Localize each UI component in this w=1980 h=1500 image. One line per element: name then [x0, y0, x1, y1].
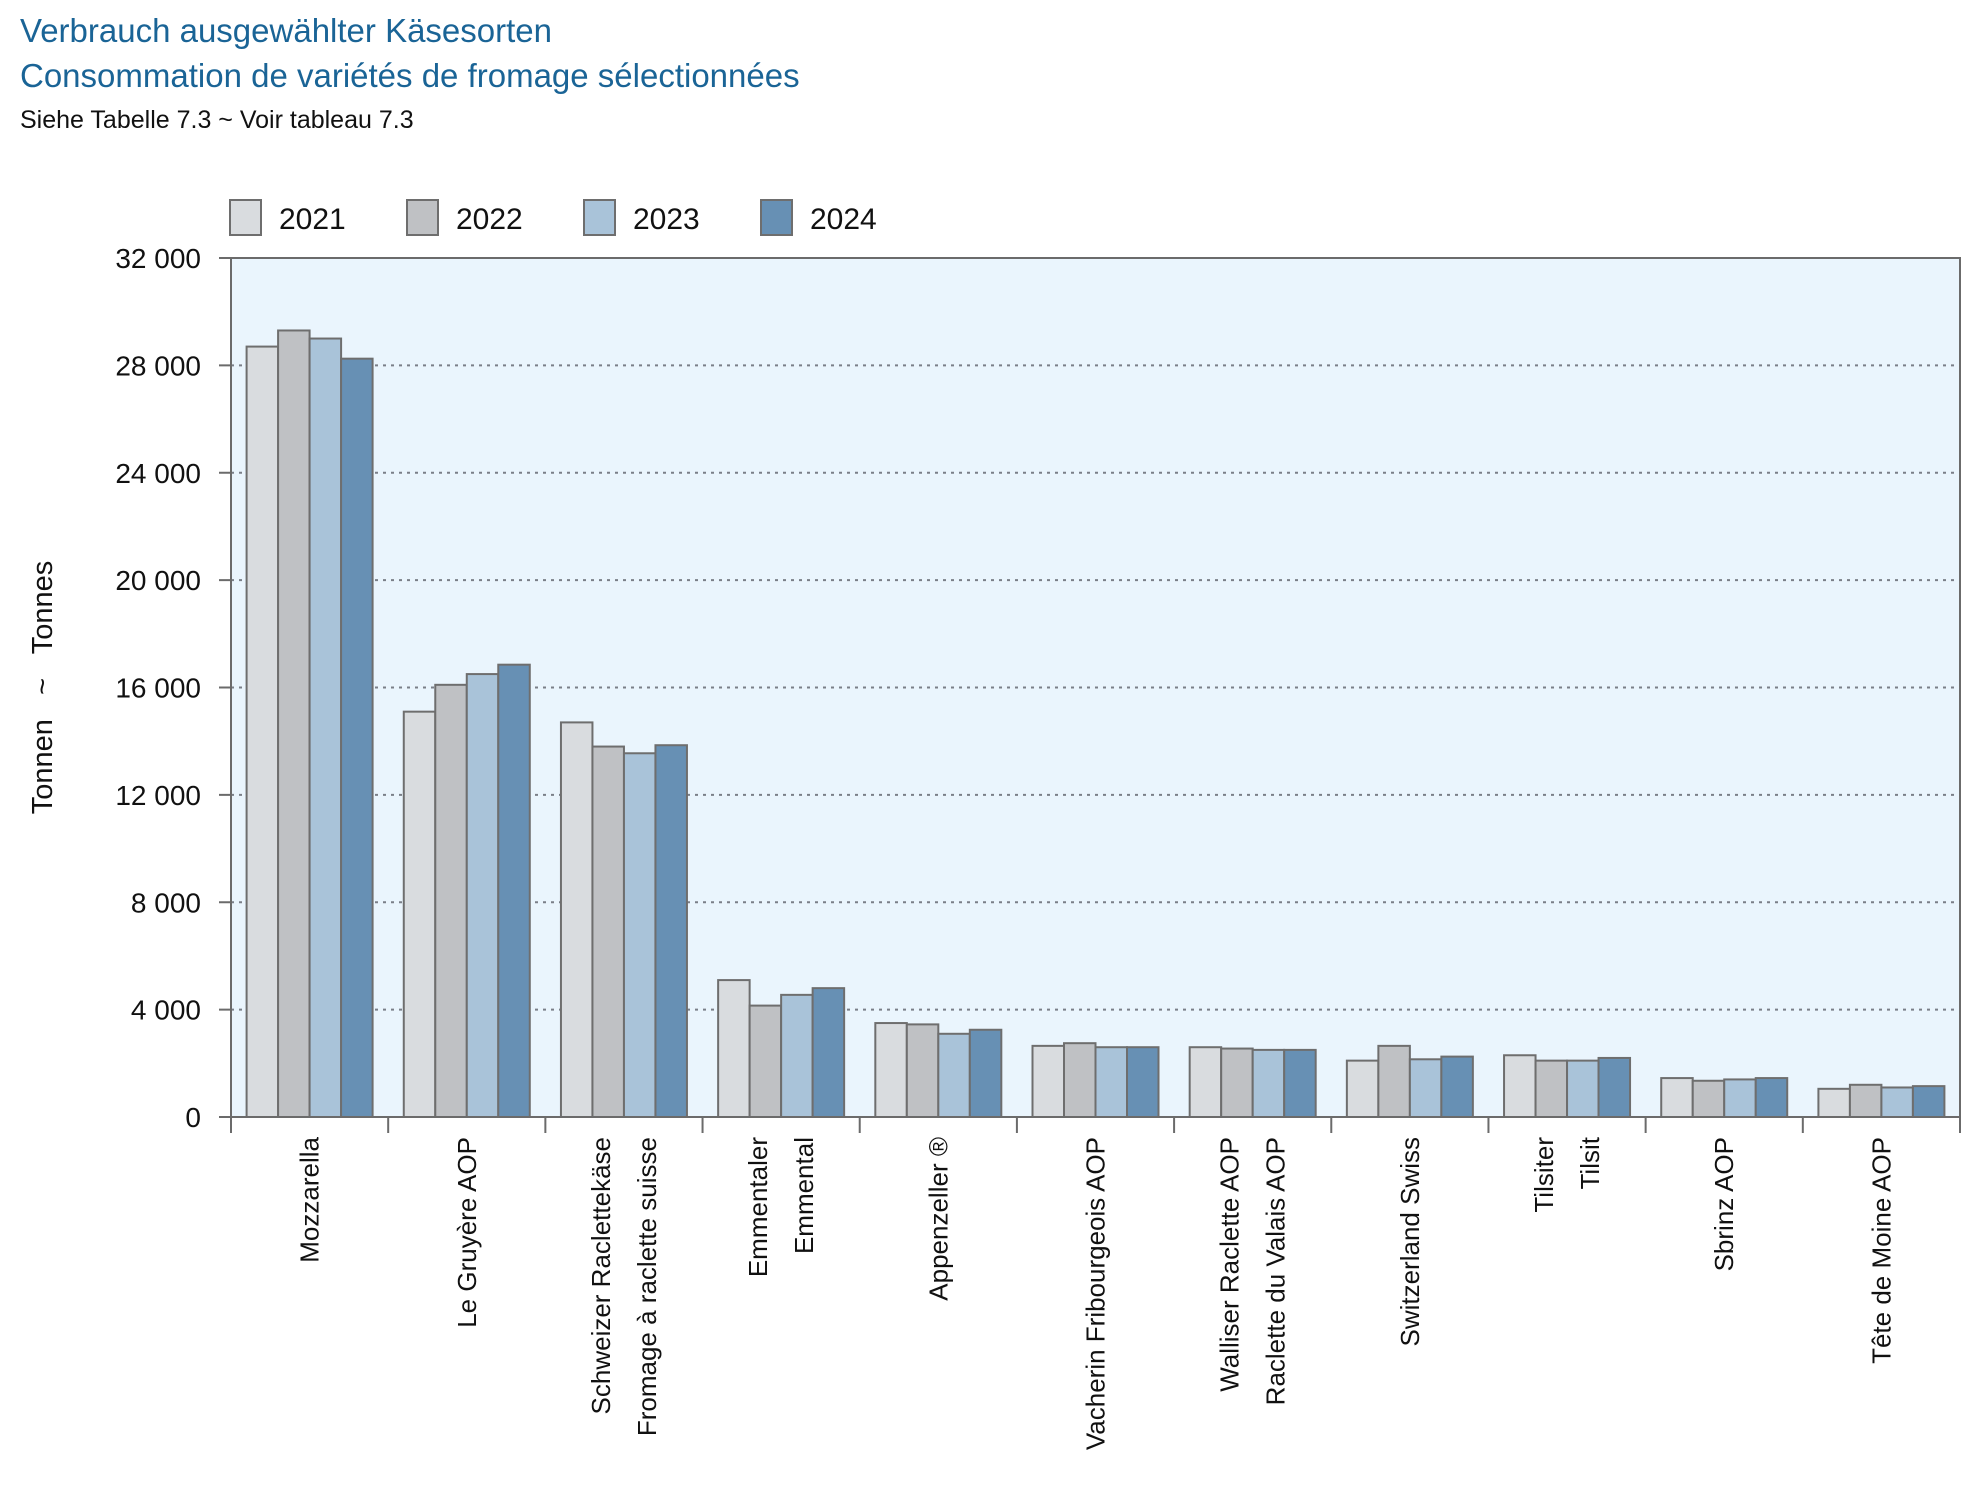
y-tick-label: 24 000: [115, 458, 201, 489]
category-label: Vacherin Fribourgeois AOP: [1081, 1137, 1111, 1450]
bar-2024: [1126, 1046, 1160, 1119]
bar-2022: [1220, 1047, 1254, 1119]
category-label: Mozzarella: [295, 1136, 325, 1262]
bars: [245, 329, 1946, 1119]
bar-2022: [1691, 1079, 1726, 1119]
bar-2023: [1094, 1046, 1128, 1119]
bar-2024: [811, 987, 846, 1119]
y-tick-label: 12 000: [115, 780, 201, 811]
bar-2023: [1251, 1048, 1286, 1118]
bar-2023: [780, 993, 814, 1119]
bar-2024: [497, 663, 531, 1118]
y-axis-title: Tonnen ~ Tonnes: [27, 561, 59, 814]
bar-2022: [591, 745, 625, 1119]
bar-2021: [245, 345, 280, 1119]
y-tick-label: 16 000: [115, 673, 201, 704]
legend-swatch-2024: [760, 199, 793, 236]
bar-2023: [1880, 1086, 1914, 1119]
bar-2024: [1754, 1077, 1789, 1118]
y-tick-label: 20 000: [115, 565, 201, 596]
bar-2024: [1283, 1048, 1317, 1118]
bar-2021: [1660, 1077, 1694, 1118]
category-label: Tête de Moine AOP: [1866, 1137, 1896, 1364]
bar-2021: [1345, 1059, 1380, 1119]
y-tick-label: 4 000: [131, 995, 201, 1026]
legend-swatch-2023: [583, 199, 616, 236]
bar-2023: [1566, 1059, 1600, 1119]
bar-2024: [1440, 1055, 1474, 1118]
bar-2023: [937, 1032, 971, 1119]
legend-label-2024: 2024: [810, 203, 877, 236]
source-note: Siehe Tabelle 7.3 ~ Voir tableau 7.3: [20, 106, 414, 134]
bar-2024: [1597, 1056, 1632, 1118]
bar-2024: [654, 744, 688, 1118]
bar-2022: [1377, 1044, 1411, 1118]
y-tick-label: 0: [185, 1102, 201, 1133]
category-label: Switzerland Swiss: [1395, 1137, 1425, 1347]
category-label: Emmentaler: [743, 1137, 773, 1277]
bar-2021: [1817, 1087, 1851, 1119]
bar-2023: [622, 752, 657, 1119]
bar-2023: [308, 337, 343, 1118]
chart-title-french: Consommation de variétés de fromage séle…: [20, 57, 800, 94]
category-label: Raclette du Valais AOP: [1261, 1137, 1291, 1405]
bar-2024: [968, 1028, 1003, 1118]
bar-2022: [748, 1004, 783, 1119]
bar-2022: [1534, 1059, 1569, 1119]
bar-2021: [1188, 1046, 1223, 1119]
legend-swatch-2022: [406, 199, 439, 236]
y-tick-label: 32 000: [115, 243, 201, 274]
bar-2022: [1848, 1083, 1883, 1118]
bar-2021: [1031, 1044, 1065, 1118]
legend: 2021 2022 2023 2024: [229, 199, 877, 236]
bar-2021: [559, 721, 594, 1118]
bar-2021: [874, 1022, 908, 1118]
bar-2021: [717, 979, 751, 1118]
axes: 0 4 000 8 000 12 000 16 000 20 000 24 000 28 00…: [115, 243, 1961, 1450]
category-label: Walliser Raclette AOP: [1215, 1137, 1245, 1392]
bar-2024: [1911, 1085, 1946, 1118]
bar-2021: [402, 710, 437, 1118]
category-label: Le Gruyère AOP: [452, 1137, 482, 1328]
category-label: Sbrinz AOP: [1709, 1137, 1739, 1271]
legend-label-2023: 2023: [633, 203, 700, 236]
bar-2022: [277, 329, 311, 1118]
category-label: Fromage à raclette suisse: [632, 1137, 662, 1436]
category-label: Tilsiter: [1529, 1137, 1559, 1213]
bar-2022: [1063, 1042, 1097, 1118]
bar-2022: [434, 683, 468, 1118]
chart-title-german: Verbrauch ausgewählter Käsesorten: [20, 12, 552, 49]
title-block: Verbrauch ausgewählter Käsesorten Consom…: [20, 8, 800, 136]
bar-2022: [905, 1023, 940, 1118]
legend-label-2022: 2022: [456, 203, 523, 236]
legend-label-2021: 2021: [279, 203, 346, 236]
bar-2023: [465, 673, 500, 1118]
category-label: Schweizer Raclettekäse: [586, 1137, 616, 1414]
legend-swatch-2021: [229, 199, 262, 236]
category-label: Emmental: [789, 1137, 819, 1254]
bar-2021: [1503, 1054, 1537, 1119]
y-tick-label: 8 000: [131, 887, 201, 918]
bar-2023: [1408, 1058, 1443, 1118]
category-label: Tilsit: [1575, 1136, 1605, 1189]
bar-2024: [340, 357, 374, 1118]
bar-2023: [1723, 1078, 1757, 1118]
y-tick-label: 28 000: [115, 350, 201, 381]
category-label: Appenzeller ®: [923, 1137, 953, 1301]
